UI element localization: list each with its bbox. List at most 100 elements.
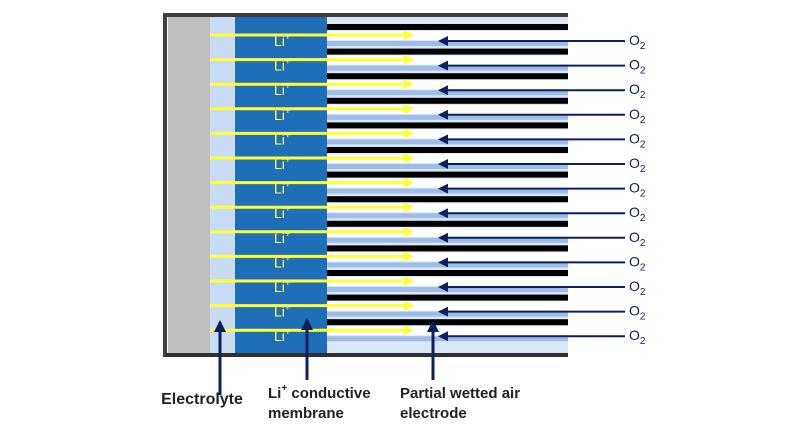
electrode-pore (327, 252, 568, 262)
electrode-pore-wall (327, 97, 568, 104)
li-ion-label: Li+ (274, 204, 291, 221)
electrode-label: electrode (400, 405, 467, 422)
membrane-label: Li+ conductive (268, 383, 371, 402)
electrode-pore-wall (327, 171, 568, 178)
o2-label: O2 (629, 229, 646, 249)
ion-sup: + (285, 327, 291, 338)
back-plate (168, 17, 210, 355)
ion-base: Li (274, 107, 285, 123)
electrode-pore-wall (327, 319, 568, 326)
electrode-pore (327, 203, 568, 213)
li-ion-label: Li+ (274, 327, 291, 344)
gas-base: O (629, 327, 640, 343)
electrode-pore (327, 154, 568, 163)
gas-sub: 2 (640, 164, 646, 175)
ion-base: Li (274, 57, 285, 73)
ion-base: Li (274, 279, 285, 295)
electrolyte-label: Electrolyte (161, 391, 243, 408)
o2-label: O2 (629, 155, 646, 175)
ion-base: Li (274, 180, 285, 196)
ion-base: Li (274, 303, 285, 319)
li-ion-label: Li+ (274, 81, 291, 98)
electrode-pore (327, 129, 568, 139)
electrode-label: Partial wetted air (400, 385, 520, 402)
electrode-pore-wall (327, 220, 568, 227)
electrode-pore (327, 80, 568, 90)
o2-label: O2 (629, 253, 646, 273)
gas-base: O (629, 179, 640, 195)
gas-base: O (629, 302, 640, 318)
ion-sup: + (285, 56, 291, 67)
ion-base: Li (274, 254, 285, 270)
o2-label: O2 (629, 32, 646, 52)
gas-sub: 2 (640, 287, 646, 298)
ion-sup: + (285, 278, 291, 289)
ion-sup: + (285, 302, 291, 313)
ion-sup: + (285, 32, 291, 43)
ion-sup: + (285, 253, 291, 264)
electrode-pore-wall (327, 270, 568, 276)
gas-sub: 2 (640, 188, 646, 199)
o2-label: O2 (629, 179, 646, 199)
gas-sub: 2 (640, 114, 646, 125)
electrode-pore (327, 31, 568, 40)
gas-base: O (629, 278, 640, 294)
electrode-pore-wall (327, 294, 568, 301)
gas-base: O (629, 56, 640, 72)
electrode-pore-wall (327, 122, 568, 129)
electrode-pore-wall (327, 245, 568, 252)
gas-sub: 2 (640, 90, 646, 101)
o2-label: O2 (629, 106, 646, 126)
electrode-pore (327, 55, 568, 65)
li-ion-label: Li+ (274, 253, 291, 270)
ion-base: Li (274, 230, 285, 246)
gas-base: O (629, 204, 640, 220)
ion-base: Li (274, 33, 285, 49)
gas-sub: 2 (640, 311, 646, 322)
gas-base: O (629, 32, 640, 48)
li-ion-label: Li+ (274, 179, 291, 196)
gas-base: O (629, 106, 640, 122)
electrode-pore-wall (327, 73, 568, 80)
li-ion-label: Li+ (274, 228, 291, 245)
li-ion-label: Li+ (274, 155, 291, 172)
membrane-label: membrane (268, 405, 344, 422)
ion-sup: + (285, 130, 291, 141)
gas-sub: 2 (640, 336, 646, 347)
electrode-pore-wall (327, 48, 568, 55)
li-ion-label: Li+ (274, 105, 291, 122)
li-ion-label: Li+ (274, 56, 291, 73)
o2-label: O2 (629, 204, 646, 224)
li-ion-label: Li+ (274, 302, 291, 319)
electrode-pore (327, 104, 568, 114)
electrode-pore-wall (327, 24, 568, 30)
li-ion-label: Li+ (274, 130, 291, 147)
o2-label: O2 (629, 302, 646, 322)
gas-base: O (629, 81, 640, 97)
electrode-pore (327, 326, 568, 336)
gas-base: O (629, 253, 640, 269)
ion-base: Li (274, 131, 285, 147)
electrode-pore (327, 301, 568, 311)
ion-base: Li (274, 82, 285, 98)
gas-sub: 2 (640, 262, 646, 273)
label-part: conductive (287, 385, 370, 402)
gas-base: O (629, 130, 640, 146)
frame (163, 13, 568, 357)
ion-sup: + (285, 81, 291, 92)
o2-label: O2 (629, 327, 646, 347)
ion-sup: + (285, 204, 291, 215)
electrode-pore (327, 178, 568, 188)
li-ion-label: Li+ (274, 278, 291, 295)
ion-sup: + (285, 228, 291, 239)
gas-sub: 2 (640, 139, 646, 150)
ion-base: Li (274, 156, 285, 172)
o2-label: O2 (629, 278, 646, 298)
o2-label: O2 (629, 130, 646, 150)
electrode-pore-wall (327, 147, 568, 153)
gas-base: O (629, 229, 640, 245)
ion-sup: + (285, 155, 291, 166)
electrolyte-layer (210, 17, 235, 355)
